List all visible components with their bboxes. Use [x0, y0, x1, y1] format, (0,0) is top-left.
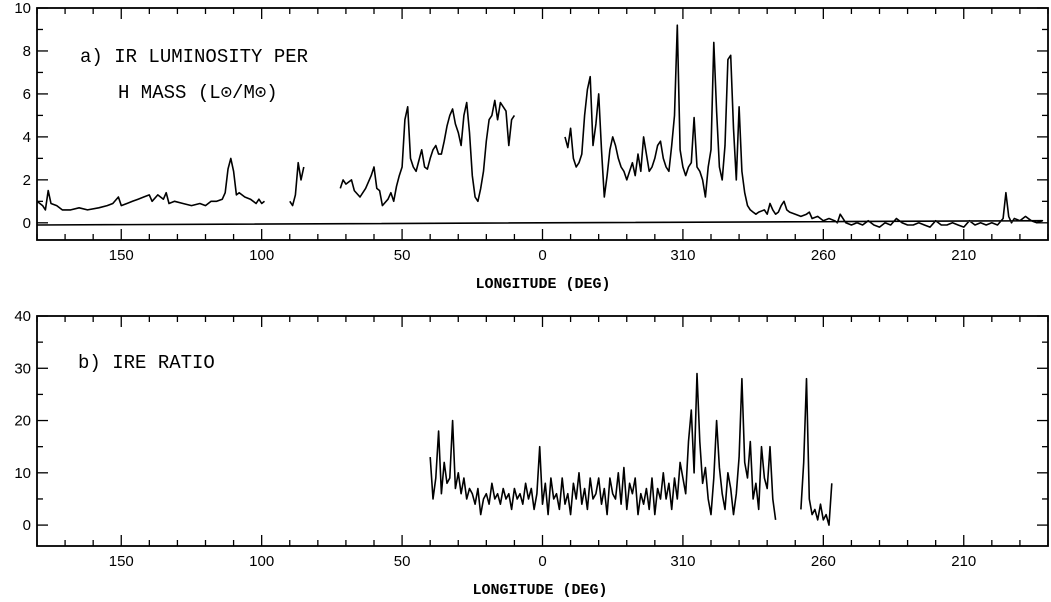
a-series-segment-2	[289, 161, 305, 207]
b-x-tick-label: 310	[670, 553, 695, 570]
b-x-tick-label: 150	[109, 553, 134, 570]
a-series-segment-4	[36, 24, 1044, 228]
a-y-tick-label: 8	[23, 43, 31, 60]
a-x-tick-label: 50	[394, 247, 411, 264]
a-y-tick-label: 4	[23, 129, 31, 146]
a-x-tick-label: 150	[109, 247, 134, 264]
a-x-tick-label: 100	[249, 247, 274, 264]
panel-a-ticks	[36, 7, 1049, 240]
a-y-tick-label: 10	[14, 0, 31, 17]
panel-a-y-tick-labels: 0 2 4 6 8 10	[14, 0, 31, 232]
b-y-tick-label: 30	[14, 360, 31, 377]
a-y-tick-label: 2	[23, 172, 31, 189]
panel-a-title-line1: a) IR LUMINOSITY PER	[80, 46, 308, 68]
a-x-tick-label: 0	[538, 247, 546, 264]
b-x-tick-label: 100	[249, 553, 274, 570]
panel-b-series	[429, 372, 833, 526]
panel-a-ir-luminosity: 0 2 4 6 8 10 150 100 50 0 310 260 210 a) IR LUMINOS…	[14, 0, 1049, 293]
b-x-tick-label: 50	[394, 553, 411, 570]
b-x-tick-label: 210	[951, 553, 976, 570]
b-x-tick-label: 260	[811, 553, 836, 570]
panel-a-x-axis-title: LONGITUDE (DEG)	[475, 276, 610, 293]
panel-b-title: b) IRE RATIO	[78, 352, 215, 374]
panel-b-ire-ratio: 0 10 20 30 40 150 100 50 0 310 260 210 b) IRE RATI…	[14, 308, 1049, 599]
a-series-segment-1	[36, 157, 265, 211]
panel-b-ticks	[36, 315, 1049, 546]
a-x-tick-label: 310	[670, 247, 695, 264]
panel-b-x-tick-labels: 150 100 50 0 310 260 210	[109, 553, 977, 570]
b-y-tick-label: 10	[14, 465, 31, 482]
b-y-tick-label: 40	[14, 308, 31, 325]
panel-b-frame	[36, 315, 1049, 547]
b-y-tick-label: 20	[14, 413, 31, 430]
b-y-tick-label: 0	[23, 517, 31, 534]
b-x-tick-label: 0	[538, 553, 546, 570]
panel-b-y-tick-labels: 0 10 20 30 40	[14, 308, 31, 534]
panel-a-x-tick-labels: 150 100 50 0 310 260 210	[109, 247, 977, 264]
panel-a-title-line2: H MASS (L⊙/M⊙)	[118, 82, 278, 104]
panel-a-series	[36, 24, 1044, 228]
b-series-segment-2	[800, 377, 833, 526]
panel-b-x-axis-title: LONGITUDE (DEG)	[472, 582, 607, 599]
a-y-tick-label: 6	[23, 86, 31, 103]
b-series-segment-1	[429, 372, 777, 521]
a-x-tick-label: 210	[951, 247, 976, 264]
a-series-segment-3	[339, 99, 516, 207]
a-x-tick-label: 260	[811, 247, 836, 264]
a-y-tick-label: 0	[23, 215, 31, 232]
